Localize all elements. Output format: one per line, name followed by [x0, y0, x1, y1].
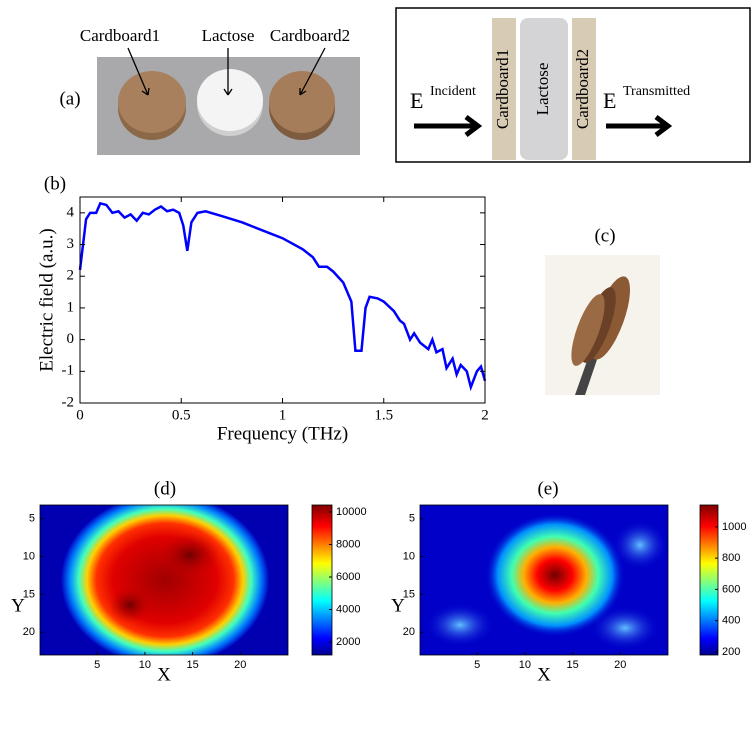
x-tick-label: 20: [614, 659, 626, 671]
panel-label: (d): [154, 478, 176, 499]
plot-frame: [79, 196, 486, 404]
plot-frame: [39, 504, 289, 656]
y-tick-label: -2: [62, 394, 75, 410]
pointer-arrows: [127, 47, 326, 96]
colorbar-tick-label: 10000: [336, 506, 367, 518]
y-tick-label: 2: [67, 268, 75, 284]
y-tick-label: 5: [409, 513, 415, 525]
y-tick-label: 15: [403, 588, 415, 600]
colorbar-tick-label: 600: [722, 583, 740, 595]
y-tick-label: 1: [67, 299, 75, 315]
colorbar-tick-label: 400: [722, 615, 740, 627]
y-axis-label: Electric field (a.u.): [36, 228, 57, 371]
layer-block: [520, 18, 568, 160]
photo-label: Cardboard1: [80, 26, 160, 45]
field-symbol: E: [603, 88, 616, 113]
layer-block: [492, 18, 516, 160]
field-symbol: E: [410, 88, 423, 113]
layer-label: Cardboard2: [573, 49, 592, 129]
heatmap-image: [420, 505, 668, 655]
colorbar-tick-label: 8000: [336, 538, 360, 550]
x-tick-label: 2: [481, 407, 489, 423]
field-subscript: Transmitted: [623, 84, 690, 99]
colorbar-tick-label: 800: [722, 552, 740, 564]
y-tick-label: 20: [23, 626, 35, 638]
y-tick-label: 10: [23, 550, 35, 562]
y-tick-label: 15: [23, 588, 35, 600]
y-tick-label: -1: [62, 363, 75, 379]
colorbar: [311, 504, 333, 656]
colorbar-tick-label: 6000: [336, 571, 360, 583]
x-tick-label: 10: [139, 659, 151, 671]
panel-label: (b): [44, 173, 66, 194]
panel-label: (e): [537, 478, 558, 499]
plot-frame: [419, 504, 669, 656]
heatmap-image: [40, 505, 288, 655]
colorbar-tick-label: 1000: [722, 521, 746, 533]
beam-arrows: [414, 115, 673, 137]
panel-label: (a): [59, 88, 80, 109]
layer-label: Lactose: [533, 63, 552, 116]
x-tick-label: 20: [234, 659, 246, 671]
colorbar-tick-label: 2000: [336, 636, 360, 648]
layer-block: [572, 18, 596, 160]
x-tick-label: 15: [566, 659, 578, 671]
x-tick-label: 5: [474, 659, 480, 671]
colorbar: [699, 504, 719, 656]
y-tick-label: 3: [67, 236, 75, 252]
colorbar-tick-label: 4000: [336, 603, 360, 615]
y-tick-label: 10: [403, 550, 415, 562]
photo: [545, 255, 660, 395]
y-tick-label: 4: [67, 204, 75, 220]
panel-label: (c): [594, 225, 615, 246]
y-tick-label: 0: [67, 331, 75, 347]
diagram-frame: [395, 7, 751, 163]
colorbar-tick-label: 200: [722, 646, 740, 658]
y-tick-label: 20: [403, 626, 415, 638]
data-line: [78, 201, 487, 392]
field-subscript: Incident: [430, 84, 476, 99]
layer-label: Cardboard1: [493, 49, 512, 129]
x-tick-label: 15: [186, 659, 198, 671]
y-axis-label: Y: [391, 595, 405, 616]
photo-label: Lactose: [202, 26, 255, 45]
x-axis-label: Frequency (THz): [217, 423, 348, 444]
photo-label: Cardboard2: [270, 26, 350, 45]
x-tick-label: 1.5: [374, 407, 393, 423]
x-tick-label: 0: [76, 407, 84, 423]
x-tick-label: 0.5: [172, 407, 191, 423]
x-tick-label: 10: [519, 659, 531, 671]
x-axis-label: X: [157, 664, 171, 685]
x-tick-label: 5: [94, 659, 100, 671]
x-tick-label: 1: [279, 407, 287, 423]
x-axis-label: X: [537, 664, 551, 685]
y-tick-label: 5: [29, 513, 35, 525]
y-axis-label: Y: [11, 595, 25, 616]
